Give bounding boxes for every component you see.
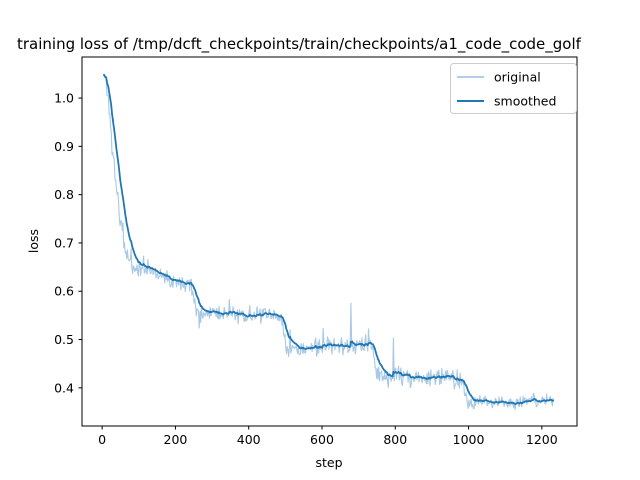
x-tick-label: 800 — [383, 432, 407, 447]
y-tick-label: 0.7 — [54, 235, 74, 250]
x-axis-ticks: 0 200 400 600 800 1000 1200 — [98, 426, 558, 447]
y-tick-label: 0.4 — [54, 380, 74, 395]
plot-area — [103, 73, 555, 411]
y-tick-label: 0.5 — [54, 332, 74, 347]
y-tick-label: 1.0 — [54, 91, 74, 106]
legend: original smoothed — [450, 63, 577, 114]
smoothed-loss-line — [103, 73, 555, 405]
y-tick-label: 0.9 — [54, 139, 74, 154]
x-tick-label: 400 — [237, 432, 261, 447]
x-tick-label: 0 — [98, 432, 106, 447]
x-tick-label: 600 — [310, 432, 334, 447]
x-tick-label: 1200 — [526, 432, 558, 447]
legend-original-label: original — [494, 70, 541, 85]
legend-smoothed-label: smoothed — [494, 94, 556, 109]
y-axis-label: loss — [26, 229, 41, 253]
x-tick-label: 200 — [164, 432, 188, 447]
y-tick-label: 0.8 — [54, 187, 74, 202]
x-axis-label: step — [315, 455, 342, 470]
chart-title: training loss of /tmp/dcft_checkpoints/t… — [17, 35, 582, 54]
plot-frame — [81, 56, 578, 427]
y-axis-ticks: 0.4 0.5 0.6 0.7 0.8 0.9 1.0 — [54, 91, 82, 395]
y-tick-label: 0.6 — [54, 284, 74, 299]
original-loss-line — [103, 74, 554, 411]
x-tick-label: 1000 — [453, 432, 485, 447]
